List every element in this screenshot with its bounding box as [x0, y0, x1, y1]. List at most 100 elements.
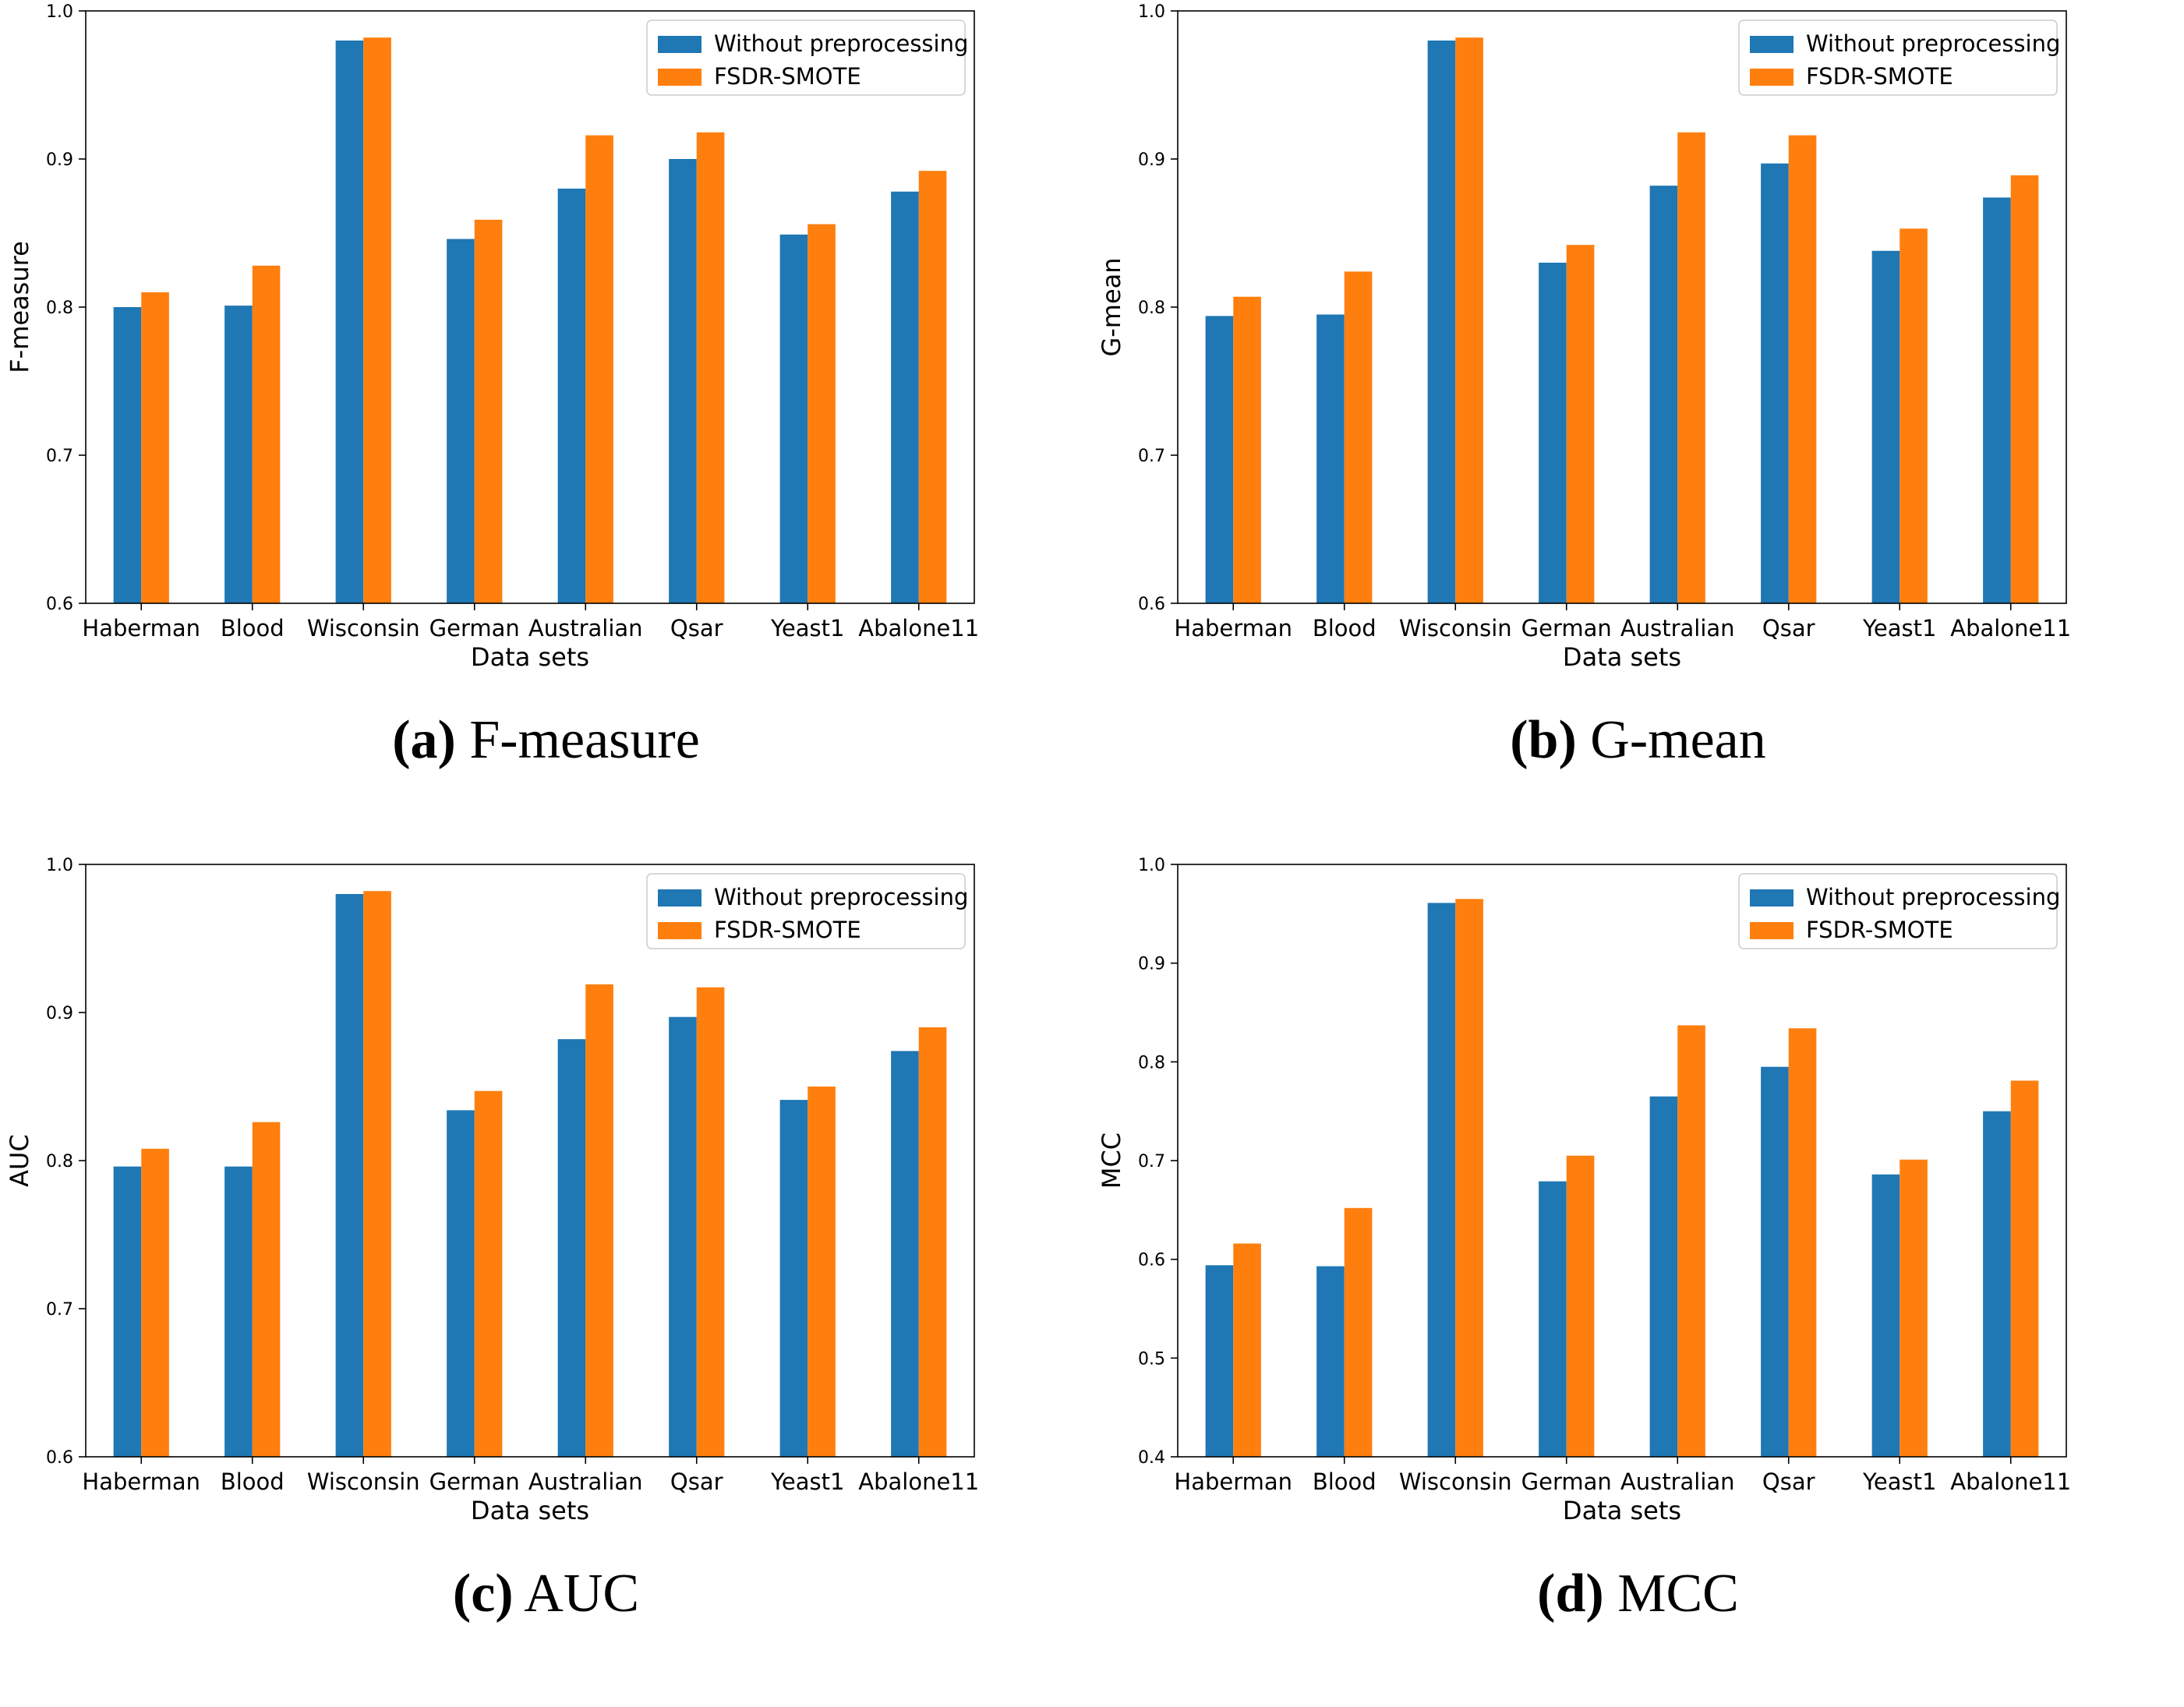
x-tick-label: German	[429, 615, 520, 641]
x-tick-label: German	[1521, 615, 1612, 641]
bar-german-series-1	[447, 1110, 475, 1457]
bar-german-series-1	[1539, 263, 1567, 603]
x-tick-label: Abalone11	[858, 615, 979, 641]
y-tick-label: 0.5	[1138, 1349, 1165, 1369]
legend: Without preprocessing FSDR-SMOTE	[646, 873, 968, 949]
bar-blood-series-1	[1316, 314, 1345, 603]
bar-haberman-series-1	[113, 307, 142, 603]
x-tick-label: Blood	[1313, 1468, 1376, 1495]
x-tick-label: Australian	[528, 615, 643, 641]
bar-qsar-series-1	[669, 1016, 697, 1457]
y-axis-label: F-measure	[5, 241, 34, 373]
legend-swatch-2	[1750, 69, 1793, 86]
x-tick-label: Australian	[1620, 615, 1735, 641]
bar-blood-series-2	[1344, 1207, 1373, 1457]
bar-chart: Haberman Blood Wisconsin German Australian Qs…	[5, 856, 979, 1525]
x-tick-label: Australian	[1620, 1468, 1735, 1495]
y-tick-label: 0.8	[46, 1152, 73, 1172]
caption-letter: (b)	[1510, 710, 1577, 770]
figure-caption: (b) G-mean	[1092, 709, 2184, 772]
x-tick-label: Yeast1	[770, 1468, 844, 1495]
x-tick-label: Qsar	[1762, 1468, 1815, 1495]
y-tick-label: 1.0	[1138, 2, 1165, 22]
y-tick-label: 0.8	[46, 299, 73, 318]
y-tick-label: 1.0	[46, 2, 73, 22]
caption-text: G-mean	[1576, 710, 1766, 770]
plot-frame	[85, 864, 975, 1458]
bar-haberman-series-1	[113, 1166, 142, 1457]
chart-panel-b: Haberman Blood Wisconsin German Australian Qs…	[1092, 0, 2184, 854]
legend-box	[646, 19, 966, 96]
x-tick-label: Haberman	[1174, 1468, 1292, 1495]
bar-yeast1-series-2	[808, 1087, 836, 1457]
y-tick-label: 0.9	[1138, 150, 1165, 170]
bar-blood-series-2	[252, 265, 281, 603]
legend-swatch-1	[1750, 36, 1793, 53]
bar-yeast1-series-1	[1871, 250, 1900, 603]
bar-wisconsin-series-2	[1455, 899, 1483, 1457]
figure-caption: (a) F-measure	[0, 709, 1092, 772]
bar-german-series-2	[1566, 1155, 1595, 1457]
caption-text: AUC	[513, 1564, 640, 1624]
legend-swatch-2	[1750, 922, 1793, 939]
bar-australian-series-1	[1649, 1096, 1678, 1457]
bar-qsar-series-2	[696, 987, 725, 1457]
bar-german-series-1	[447, 239, 475, 603]
x-tick-label: German	[429, 1468, 520, 1495]
x-tick-label: Blood	[221, 1468, 284, 1495]
figure-caption: (c) AUC	[0, 1563, 1092, 1625]
bar-qsar-series-1	[1761, 1066, 1789, 1457]
plot-frame	[85, 10, 975, 604]
y-tick-label: 0.6	[46, 1448, 73, 1468]
bar-abalone11-series-1	[891, 191, 919, 604]
y-tick-label: 0.4	[1138, 1448, 1165, 1468]
x-tick-label: Abalone11	[1950, 1468, 2071, 1495]
caption-letter: (d)	[1537, 1564, 1604, 1624]
bar-australian-series-2	[585, 984, 613, 1457]
bar-blood-series-1	[1316, 1266, 1345, 1457]
legend-swatch-2	[658, 69, 701, 86]
bar-german-series-2	[474, 219, 503, 603]
bar-australian-series-1	[557, 1039, 586, 1457]
x-tick-label: Haberman	[1174, 615, 1292, 641]
x-tick-label: Wisconsin	[1399, 1468, 1512, 1495]
bar-german-series-2	[1566, 245, 1595, 603]
bar-wisconsin-series-2	[363, 891, 391, 1457]
bar-abalone11-series-1	[1983, 1111, 2011, 1457]
bar-haberman-series-1	[1205, 316, 1234, 603]
bar-chart: Haberman Blood Wisconsin German Australian Qs…	[1097, 2, 2071, 672]
bar-wisconsin-series-1	[1427, 41, 1456, 603]
y-tick-label: 1.0	[46, 856, 73, 875]
x-tick-label: Wisconsin	[307, 615, 420, 641]
x-axis-label: Data sets	[1563, 642, 1681, 672]
bar-haberman-series-2	[1233, 296, 1261, 603]
chart-panel-c: Haberman Blood Wisconsin German Australian Qs…	[0, 854, 1092, 1707]
legend-swatch-1	[658, 889, 701, 907]
x-tick-label: Abalone11	[1950, 615, 2071, 641]
y-tick-label: 0.7	[1138, 447, 1165, 466]
bar-australian-series-1	[1649, 186, 1678, 603]
x-tick-label: Yeast1	[770, 615, 844, 641]
y-tick-label: 1.0	[1138, 856, 1165, 875]
bar-qsar-series-1	[669, 159, 697, 603]
bar-australian-series-2	[1677, 132, 1705, 604]
figure-caption: (d) MCC	[1092, 1563, 2184, 1625]
y-axis-label: G-mean	[1097, 257, 1126, 356]
y-axis-label: AUC	[5, 1134, 34, 1187]
y-tick-label: 0.6	[1138, 595, 1165, 614]
x-tick-label: Wisconsin	[307, 1468, 420, 1495]
x-tick-label: Wisconsin	[1399, 615, 1512, 641]
bar-abalone11-series-2	[2010, 1080, 2039, 1457]
y-tick-label: 0.9	[46, 1004, 73, 1023]
bar-qsar-series-2	[1788, 135, 1817, 604]
legend-label-1: Without preprocessing	[1806, 30, 2060, 57]
bar-qsar-series-2	[1788, 1028, 1817, 1457]
bar-australian-series-2	[1677, 1025, 1705, 1457]
x-tick-label: German	[1521, 1468, 1612, 1495]
y-tick-label: 0.6	[1138, 1251, 1165, 1271]
bar-yeast1-series-2	[1900, 1159, 1928, 1457]
bar-australian-series-1	[557, 189, 586, 603]
legend-label-2: FSDR-SMOTE	[1806, 63, 1953, 90]
bar-yeast1-series-1	[1871, 1174, 1900, 1457]
bar-abalone11-series-1	[891, 1051, 919, 1457]
